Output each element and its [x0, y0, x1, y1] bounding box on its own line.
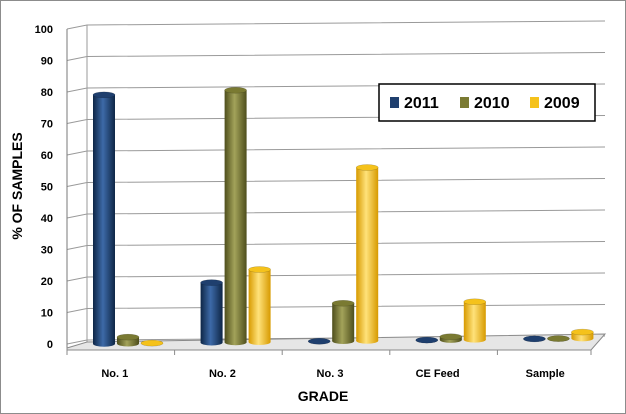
bar-2011-0 — [92, 91, 116, 347]
x-tick-label: CE Feed — [416, 368, 460, 380]
legend-swatch-2010 — [460, 97, 469, 108]
x-tick-label: Sample — [526, 368, 565, 380]
bar-2010-3 — [439, 333, 463, 343]
x-tick-label: No. 1 — [101, 368, 128, 380]
y-tick-label: 60 — [41, 150, 53, 162]
gridline — [66, 52, 606, 61]
legend-swatch-2011 — [390, 97, 399, 108]
tick-labels: 0 10 20 30 40 50 60 70 80 90 100 No. 1 No. 2 No. 3 CE … — [35, 24, 565, 380]
y-tick-label: 40 — [41, 213, 53, 225]
gridline — [66, 178, 606, 187]
bar-2010-2 — [331, 299, 355, 345]
y-tick-label: 10 — [41, 308, 53, 320]
legend-label-2009: 2009 — [544, 95, 580, 112]
y-tick-label: 20 — [41, 276, 53, 288]
legend-swatch-2009 — [530, 97, 539, 108]
gridline — [66, 146, 606, 156]
bar-2009-2 — [355, 164, 379, 344]
y-tick-label: 0 — [47, 339, 53, 351]
y-tick-label: 30 — [41, 245, 53, 257]
legend-label-2011: 2011 — [404, 95, 439, 112]
bar-2009-1 — [248, 266, 271, 345]
gridline — [66, 241, 606, 250]
bars — [92, 86, 594, 347]
x-axis-title: GRADE — [298, 388, 349, 404]
legend: 2011 2010 2009 — [378, 83, 596, 122]
legend-label-2010: 2010 — [474, 95, 510, 112]
gridline — [66, 272, 606, 282]
gridline — [66, 209, 606, 219]
y-tick-label: 90 — [41, 56, 53, 68]
bar-2011-2 — [307, 338, 331, 345]
bar-2010-0 — [116, 333, 140, 347]
x-tick-label: No. 2 — [209, 368, 236, 380]
bar-2010-1 — [224, 86, 247, 346]
legend-box — [378, 83, 596, 122]
y-tick-label: 50 — [41, 182, 53, 194]
gridlines — [66, 20, 606, 345]
bar-2009-4 — [571, 328, 594, 342]
x-tick-label: No. 3 — [317, 368, 344, 380]
gridline — [66, 20, 606, 30]
y-axis-title: % OF SAMPLES — [9, 132, 25, 239]
bar-2011-4 — [523, 335, 546, 343]
bar-2011-1 — [200, 279, 223, 346]
y-tick-label: 80 — [41, 87, 53, 99]
bar-2010-4 — [547, 335, 570, 342]
bar-2011-3 — [415, 336, 439, 344]
y-tick-label: 100 — [35, 24, 53, 36]
bar-2009-3 — [463, 298, 487, 343]
bar-2009-0 — [140, 339, 164, 347]
y-tick-label: 70 — [41, 119, 53, 131]
